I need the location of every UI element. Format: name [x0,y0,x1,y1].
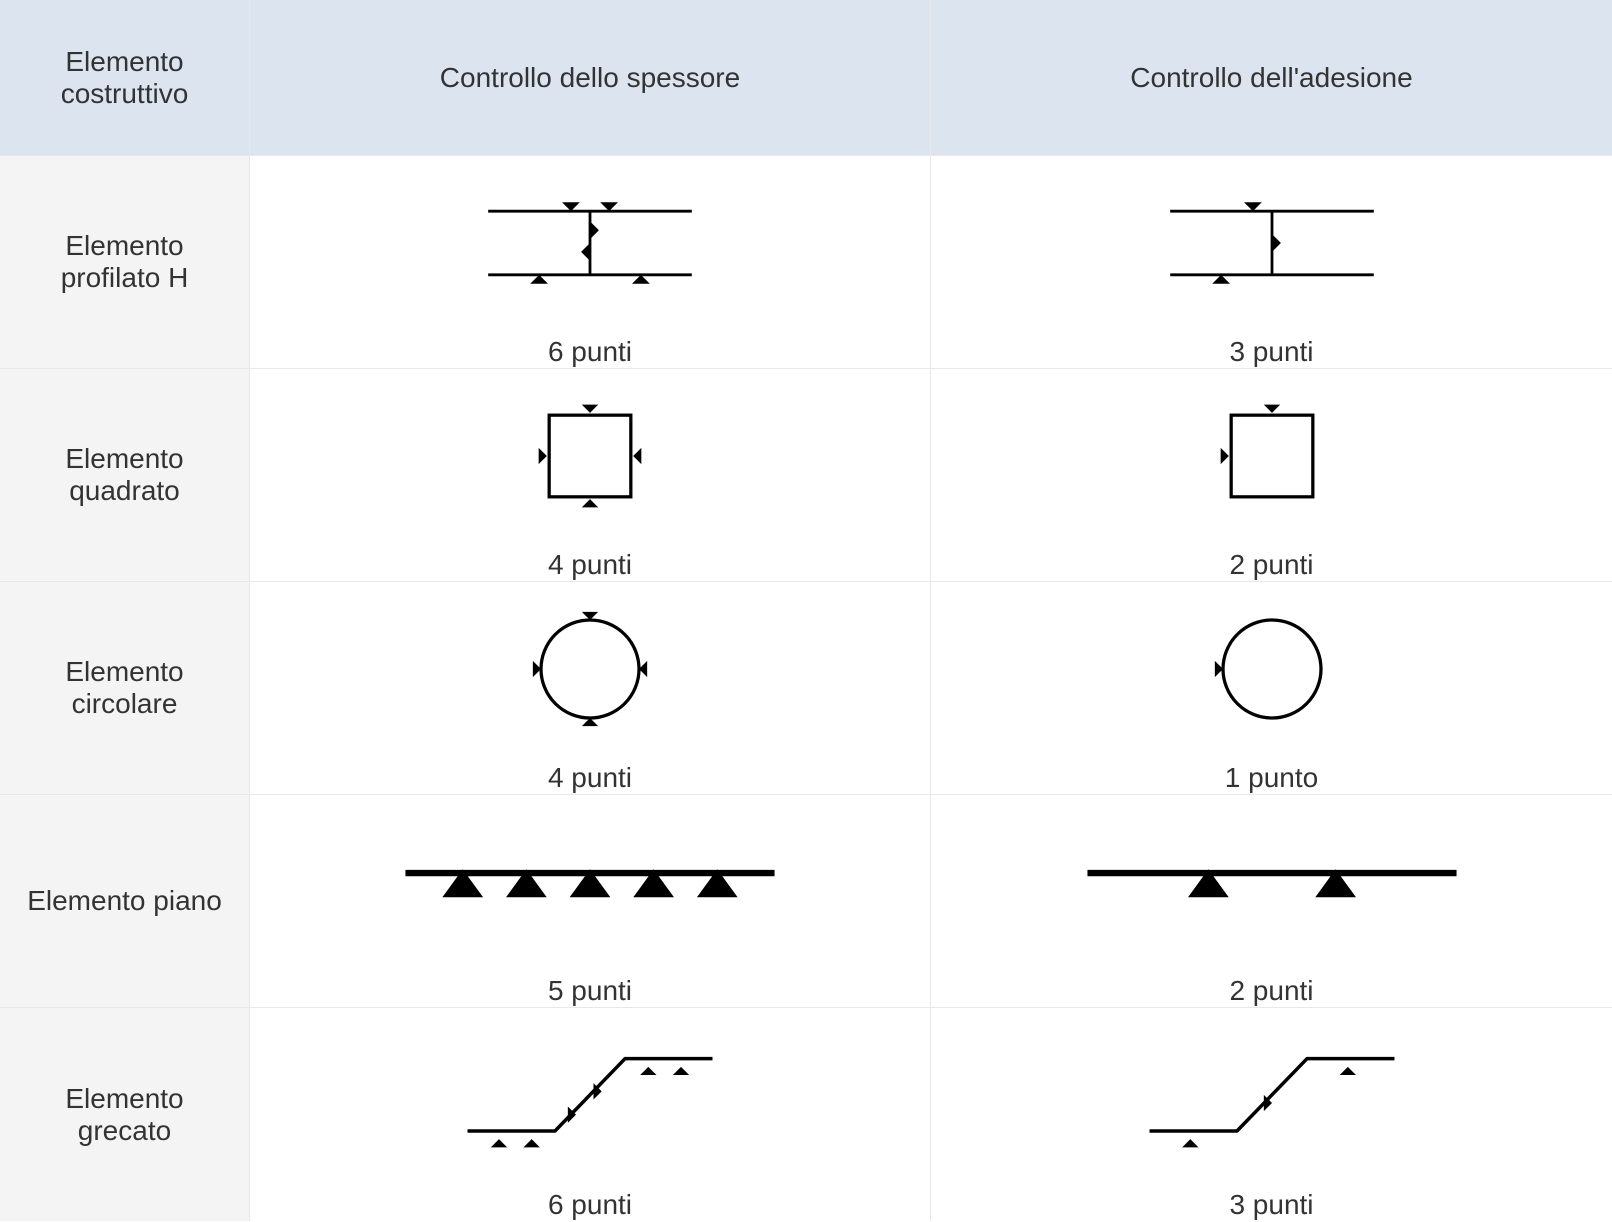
diagram-icon [931,1008,1612,1183]
diagram-icon [931,582,1612,756]
points-caption: 2 punti [1229,975,1313,1007]
diagram-icon [250,156,930,330]
thickness-diagram-cell: 6 punti [250,156,931,368]
thickness-diagram-cell: 5 punti [250,795,931,1007]
diagram-icon [250,369,930,543]
points-caption: 6 punti [548,336,632,368]
diagram-icon [250,582,930,756]
row-label: Elementoquadrato [0,369,250,581]
diagram-icon [931,156,1612,330]
header-label-1: Elementocostruttivo [61,46,189,110]
header-label-3: Controllo dell'adesione [1130,62,1412,94]
thickness-diagram-cell: 4 punti [250,582,931,794]
header-adesione: Controllo dell'adesione [931,0,1612,155]
row-label: Elementoprofilato H [0,156,250,368]
row-label-text: Elementocircolare [65,656,183,720]
row-label-text: Elementogrecato [65,1083,183,1147]
header-elemento: Elementocostruttivo [0,0,250,155]
points-caption: 2 punti [1229,549,1313,581]
table-body: Elementoprofilato H6 punti3 puntiElement… [0,156,1612,1221]
row-label-text: Elementoquadrato [65,443,183,507]
points-caption: 4 punti [548,549,632,581]
diagram-icon [250,795,930,969]
header-spessore: Controllo dello spessore [250,0,931,155]
diagram-icon [931,795,1612,969]
adhesion-diagram-cell: 2 punti [931,369,1612,581]
row-label: Elementocircolare [0,582,250,794]
row-label: Elementogrecato [0,1008,250,1221]
table-row: Elementogrecato 6 punti 3 punti [0,1008,1612,1221]
table-row: Elementocircolare 4 punti 1 punto [0,582,1612,795]
adhesion-diagram-cell: 2 punti [931,795,1612,1007]
adhesion-diagram-cell: 3 punti [931,1008,1612,1221]
header-label-2: Controllo dello spessore [440,62,740,94]
adhesion-diagram-cell: 1 punto [931,582,1612,794]
points-caption: 4 punti [548,762,632,794]
inspection-points-table: Elementocostruttivo Controllo dello spes… [0,0,1612,1222]
points-caption: 1 punto [1225,762,1318,794]
table-row: Elementoquadrato 4 punti 2 punti [0,369,1612,582]
points-caption: 6 punti [548,1189,632,1221]
thickness-diagram-cell: 6 punti [250,1008,931,1221]
table-row: Elementoprofilato H 6 punti 3 punti [0,156,1612,369]
diagram-icon [931,369,1612,543]
points-caption: 3 punti [1229,1189,1313,1221]
row-label-text: Elementoprofilato H [61,230,189,294]
table-header-row: Elementocostruttivo Controllo dello spes… [0,0,1612,156]
thickness-diagram-cell: 4 punti [250,369,931,581]
adhesion-diagram-cell: 3 punti [931,156,1612,368]
row-label: Elemento piano [0,795,250,1007]
points-caption: 3 punti [1229,336,1313,368]
row-label-text: Elemento piano [27,885,222,917]
diagram-icon [250,1008,930,1183]
table-row: Elemento piano 5 punti 2 punti [0,795,1612,1008]
points-caption: 5 punti [548,975,632,1007]
